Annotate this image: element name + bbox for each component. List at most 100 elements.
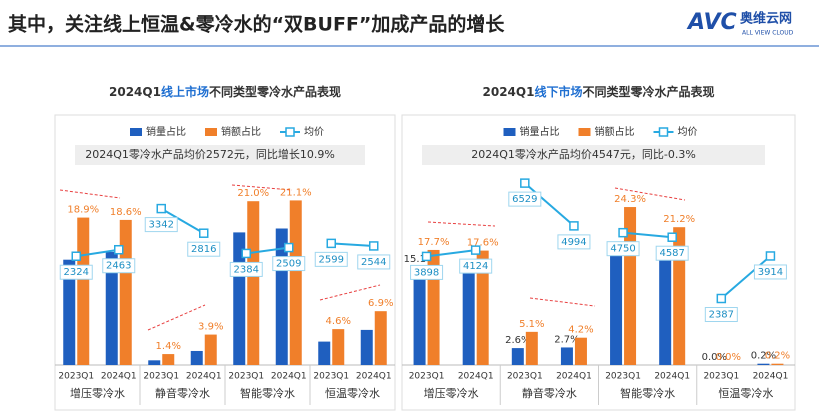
price-line bbox=[160, 207, 205, 235]
bar-label: 6.9% bbox=[368, 298, 393, 309]
legend-marker bbox=[285, 127, 295, 137]
bar bbox=[105, 251, 118, 365]
bar-label: 0.0% bbox=[716, 352, 741, 363]
price-marker bbox=[470, 245, 481, 255]
bar-label: 17.7% bbox=[418, 237, 450, 248]
legend-swatch bbox=[578, 128, 591, 136]
price-marker bbox=[369, 241, 379, 251]
price-label: 2463 bbox=[106, 261, 131, 272]
bar-label: 3.9% bbox=[198, 322, 223, 333]
price-label: 3342 bbox=[149, 220, 174, 231]
bar-label: 2.6% bbox=[505, 335, 530, 346]
bar bbox=[673, 227, 686, 365]
price-line bbox=[524, 182, 575, 227]
price-line bbox=[331, 242, 374, 247]
bar bbox=[148, 360, 161, 365]
x-tick-label: 2023Q1 bbox=[605, 372, 641, 382]
price-line bbox=[426, 249, 476, 258]
bar-label: 1.4% bbox=[156, 341, 181, 352]
bar bbox=[476, 250, 489, 365]
price-label-box bbox=[704, 307, 738, 323]
bar bbox=[162, 354, 175, 365]
group-label: 静音零冷水 bbox=[155, 386, 210, 400]
price-marker bbox=[618, 227, 628, 238]
trend-arrows bbox=[59, 184, 686, 331]
price-label-box bbox=[229, 261, 263, 277]
price-label-box bbox=[557, 234, 591, 250]
annotation: 2024Q1零冷水产品均价4547元，同比-0.3% bbox=[471, 147, 696, 161]
price-marker bbox=[569, 221, 579, 231]
x-tick-label: 2024Q1 bbox=[271, 372, 307, 382]
price-label: 2324 bbox=[64, 267, 89, 278]
x-tick-label: 2024Q1 bbox=[556, 372, 592, 382]
bar bbox=[610, 248, 623, 365]
group-label: 增压零冷水 bbox=[424, 386, 479, 400]
bar bbox=[119, 219, 132, 365]
bar bbox=[560, 347, 573, 365]
legend-label: 均价 bbox=[304, 126, 324, 138]
bar-label: 0.2% bbox=[765, 351, 790, 362]
x-tick-label: 2023Q1 bbox=[507, 372, 543, 382]
bar-label: 5.1% bbox=[519, 319, 544, 330]
legend-label: 销量占比 bbox=[520, 125, 560, 138]
price-label-box bbox=[753, 264, 787, 280]
annotation-box bbox=[75, 145, 365, 165]
price-label: 2387 bbox=[709, 310, 734, 321]
price-label: 2544 bbox=[361, 257, 386, 268]
x-tick-label: 2023Q1 bbox=[313, 372, 349, 382]
bar bbox=[247, 201, 260, 365]
chart-title-part: 线上市场 bbox=[161, 84, 209, 99]
annotation-box bbox=[422, 145, 765, 165]
bar-label: 4.6% bbox=[326, 316, 351, 327]
bar-label: 15.1% bbox=[404, 254, 436, 265]
bar-label: 17.6% bbox=[467, 238, 499, 249]
price-label: 4750 bbox=[610, 244, 635, 255]
price-label-box bbox=[272, 256, 306, 272]
bar bbox=[190, 350, 203, 365]
price-label-box bbox=[144, 217, 178, 233]
bar bbox=[332, 329, 345, 365]
x-tick-label: 2023Q1 bbox=[409, 372, 445, 382]
bar bbox=[318, 341, 331, 365]
x-tick-label: 2024Q1 bbox=[753, 372, 789, 382]
price-marker bbox=[421, 251, 432, 262]
group-label: 智能零冷水 bbox=[240, 386, 295, 400]
price-marker bbox=[765, 251, 776, 261]
bar-label: 21.2% bbox=[663, 214, 695, 225]
x-tick-label: 2024Q1 bbox=[101, 372, 137, 382]
legend-swatch bbox=[205, 128, 217, 136]
bar bbox=[63, 259, 76, 365]
bar bbox=[360, 329, 373, 365]
price-marker bbox=[114, 244, 124, 255]
legend-label: 均价 bbox=[678, 126, 698, 138]
bar-label: 18.9% bbox=[67, 205, 99, 216]
price-label: 4994 bbox=[561, 237, 586, 248]
price-label-box bbox=[459, 258, 493, 274]
bar-label: 2.7% bbox=[554, 334, 579, 345]
chart-title-part: 不同类型零冷水产品表现 bbox=[582, 84, 714, 99]
group-label: 静音零冷水 bbox=[522, 386, 577, 400]
group-label: 增压零冷水 bbox=[70, 386, 125, 400]
price-marker bbox=[71, 251, 81, 261]
bar-label: 21.0% bbox=[237, 188, 269, 199]
price-marker bbox=[241, 248, 251, 259]
chart-title-part: 2024Q1 bbox=[483, 85, 535, 99]
x-tick-label: 2024Q1 bbox=[356, 372, 392, 382]
price-label-box bbox=[655, 245, 689, 261]
chart-title: 2024Q1线上市场不同类型零冷水产品表现 bbox=[109, 84, 341, 99]
chart-title: 2024Q1线下市场不同类型零冷水产品表现 bbox=[483, 84, 715, 99]
x-tick-label: 2023Q1 bbox=[703, 372, 739, 382]
bar bbox=[757, 363, 770, 365]
bar bbox=[525, 331, 538, 365]
x-tick-label: 2024Q1 bbox=[458, 372, 494, 382]
price-marker bbox=[520, 178, 530, 188]
bar bbox=[289, 200, 302, 365]
price-label-box bbox=[187, 241, 221, 257]
price-line bbox=[76, 248, 119, 258]
x-tick-label: 2023Q1 bbox=[58, 372, 94, 382]
bar bbox=[204, 334, 217, 365]
price-label-box bbox=[410, 264, 444, 280]
price-marker bbox=[716, 293, 727, 304]
legend-label: 销额占比 bbox=[595, 125, 635, 138]
price-marker bbox=[326, 238, 336, 249]
